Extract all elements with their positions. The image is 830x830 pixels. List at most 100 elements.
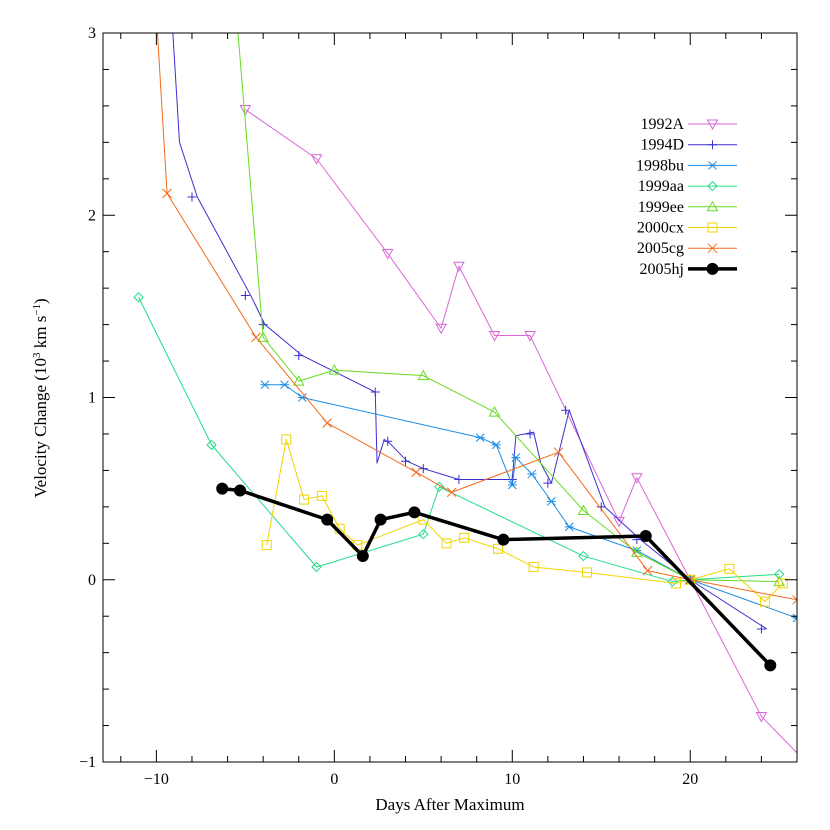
data-point-2000cx (459, 532, 470, 543)
data-point-2005hj (374, 513, 387, 526)
data-point-1994d (454, 475, 464, 485)
data-point-1998bu (260, 380, 270, 390)
series-1999aa (133, 292, 785, 587)
data-point-2005hj (216, 482, 229, 495)
legend-label: 1994D (640, 137, 684, 154)
data-point-1999aa (578, 550, 589, 562)
data-point-1992a (810, 767, 820, 776)
legend-label: 2000cx (637, 220, 684, 237)
y-axis-title-post: ) (31, 298, 50, 304)
data-point-2005cg (411, 467, 422, 478)
plot-frame (102, 32, 798, 763)
data-point-2005hj (408, 506, 421, 519)
data-point-1998bu (564, 522, 574, 532)
legend-swatch-marker (708, 161, 717, 170)
data-point-2000cx (582, 567, 593, 578)
data-point-1999aa (133, 292, 144, 303)
data-point-2005hj (321, 513, 334, 526)
data-point-1998bu (792, 613, 797, 623)
data-point-2005hj (356, 550, 369, 563)
series-line-1992a (245, 109, 797, 754)
series-1992a (239, 105, 820, 776)
legend-entry-2000cx: 2000cx (637, 220, 737, 237)
legend-entry-1999aa: 1999aa (638, 178, 737, 195)
data-point-1998bu (280, 380, 290, 390)
data-point-2005cg (162, 188, 172, 199)
data-point-1999aa (667, 576, 678, 587)
data-point-2005cg (792, 594, 797, 605)
y-tick-label: 3 (88, 25, 96, 42)
data-point-2000cx (759, 596, 770, 607)
data-point-2000cx (777, 578, 788, 589)
data-point-1999ee (488, 406, 501, 417)
data-point-1998bu (297, 393, 307, 402)
data-point-1992a (381, 249, 394, 260)
legend-swatch-marker (706, 262, 719, 275)
data-point-1999ee (257, 331, 270, 342)
data-point-1992a (524, 331, 536, 342)
y-axis-title-pre: Velocity Change (10 (31, 358, 50, 498)
legend-swatch-marker (706, 119, 719, 131)
x-tick-label: 0 (330, 771, 338, 788)
y-axis-title-mid: km s (31, 316, 50, 353)
data-point-2000cx (670, 578, 681, 589)
data-point-2000cx (724, 563, 735, 574)
data-point-2000cx (299, 494, 310, 505)
legend-entry-1994d: 1994D (640, 137, 737, 154)
legend-entry-2005hj: 2005hj (640, 261, 737, 278)
data-point-2000cx (261, 540, 272, 551)
legend-label: 1999aa (638, 178, 684, 195)
legend-entry-1998bu: 1998bu (636, 157, 737, 174)
series-2005cg (156, 33, 797, 605)
series-line-2005cg (156, 33, 797, 601)
data-point-2005cg (322, 418, 333, 428)
y-axis-title-exp1: 3 (31, 352, 43, 358)
data-point-2005cg (642, 565, 653, 576)
data-point-1998bu (475, 433, 485, 442)
series-2005hj (216, 482, 777, 672)
x-axis-title: Days After Maximum (375, 795, 524, 814)
data-point-1992a (630, 473, 643, 484)
data-point-1998bu (546, 497, 556, 506)
data-point-1992a (310, 154, 323, 165)
series-layer (133, 33, 820, 776)
data-point-1994d (561, 405, 571, 415)
data-point-1999aa (434, 481, 445, 493)
data-point-1994d (258, 320, 268, 330)
data-point-1998bu (491, 440, 501, 450)
data-point-1992a (239, 105, 252, 116)
legend-label: 2005hj (640, 261, 684, 278)
data-point-2000cx (281, 434, 292, 445)
data-point-1999ee (328, 364, 341, 375)
y-tick-label: 2 (88, 207, 96, 224)
data-point-1999aa (418, 528, 429, 540)
data-point-1994d (525, 429, 535, 439)
data-point-2005cg (446, 487, 457, 498)
data-point-2005hj (234, 484, 247, 497)
x-tick-label: −10 (144, 771, 169, 788)
data-point-1999ee (292, 375, 305, 386)
legend-entry-2005cg: 2005cg (637, 240, 737, 257)
y-axis-title: Velocity Change (103 km s−1) (31, 298, 50, 497)
data-point-1992a (453, 261, 465, 273)
y-tick-label: 1 (88, 390, 96, 407)
legend-label: 1998bu (636, 157, 684, 174)
data-point-1994d (187, 192, 197, 202)
data-point-2005cg (553, 447, 564, 458)
y-axis-title-exp2: −1 (31, 304, 43, 316)
legend-swatch-marker (707, 243, 718, 254)
series-line-1998bu (264, 384, 797, 619)
legend: 1992A 1994D 1998bu 1999aa 1999ee 2000cx 2005cg… (636, 116, 737, 278)
x-tick-label: 10 (504, 771, 520, 788)
data-point-2000cx (528, 561, 539, 572)
data-point-2005cg (251, 332, 261, 343)
data-point-1994d (401, 456, 411, 466)
series-line-1999aa (138, 297, 780, 583)
data-point-1992a (755, 711, 768, 723)
data-point-1992a (488, 331, 501, 342)
data-point-1998bu (511, 453, 521, 462)
legend-swatch-marker (708, 140, 717, 150)
data-point-1992a (613, 516, 625, 528)
